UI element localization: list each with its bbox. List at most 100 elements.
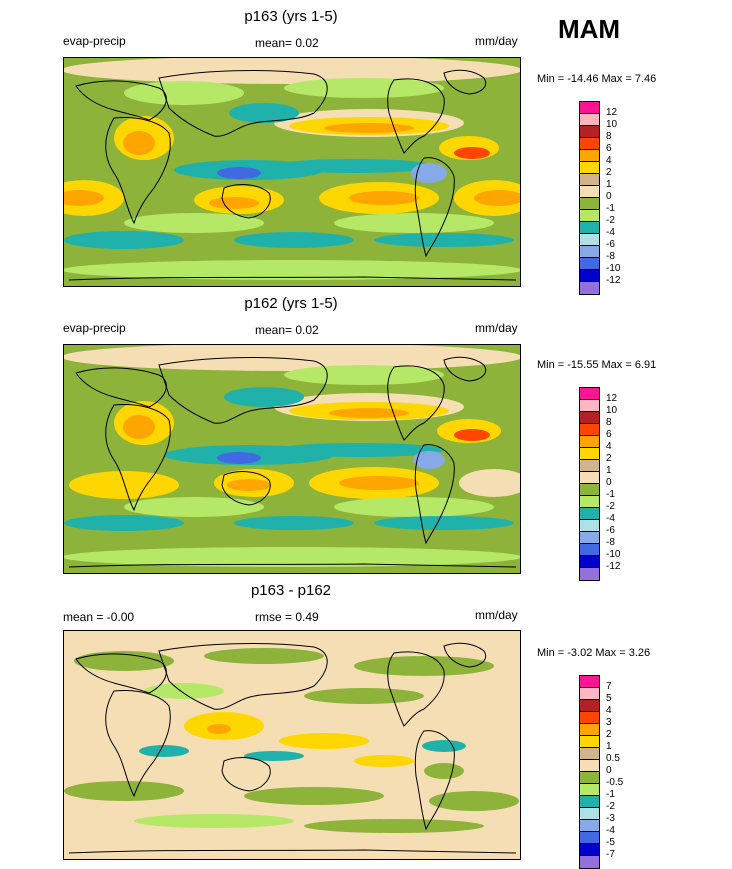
colorbar-swatch [580, 198, 599, 210]
colorbar-label: 10 [606, 405, 618, 416]
colorbar-label: 1 [606, 465, 612, 476]
colorbar-swatch [580, 138, 599, 150]
colorbar-swatch [580, 246, 599, 258]
colorbar-label: -5 [606, 837, 615, 848]
colorbar-label: 1 [606, 179, 612, 190]
colorbar-swatch [580, 784, 599, 796]
colorbar-label: 4 [606, 441, 612, 452]
panel-3-title: p163 - p162 [250, 582, 332, 599]
colorbar-swatch [580, 114, 599, 126]
colorbar-swatch [580, 150, 599, 162]
colorbar-label: 0 [606, 191, 612, 202]
colorbar-label: -1 [606, 489, 615, 500]
panel-3-left-label: mean = -0.00 [63, 610, 135, 624]
colorbar-swatch [580, 126, 599, 138]
colorbar-swatch [580, 556, 599, 568]
colorbar-label: -2 [606, 801, 615, 812]
colorbar-label: -4 [606, 825, 615, 836]
colorbar-swatch [580, 568, 599, 580]
colorbar-swatch [580, 282, 599, 294]
colorbar-swatch [580, 448, 599, 460]
colorbar-swatch [580, 820, 599, 832]
colorbar-swatch [580, 102, 599, 114]
panel-2-center-label: mean= 0.02 [255, 323, 319, 337]
colorbar-swatch [580, 796, 599, 808]
colorbar-label: -2 [606, 215, 615, 226]
colorbar-label: -4 [606, 227, 615, 238]
panel-1-title: p163 (yrs 1-5) [244, 8, 338, 25]
colorbar-swatch [580, 748, 599, 760]
colorbar-swatch [580, 712, 599, 724]
colorbar-swatch [580, 400, 599, 412]
colorbar-swatch [580, 270, 599, 282]
colorbar-swatch [580, 700, 599, 712]
colorbar-swatch [580, 544, 599, 556]
colorbar-label: 0.5 [606, 753, 620, 764]
panel-1-colorbar [579, 101, 600, 295]
colorbar-swatch [580, 186, 599, 198]
colorbar-swatch [580, 484, 599, 496]
panel-2-colorbar-labels: 12 10 8 6 4 2 1 0 -1 -2 -4 -6 -8 -10 -12 [606, 393, 620, 573]
colorbar-label: 10 [606, 119, 618, 130]
panel-1-left-label: evap-precip [63, 34, 126, 48]
colorbar-label: 12 [606, 393, 618, 404]
colorbar-label: -12 [606, 275, 621, 286]
colorbar-swatch [580, 162, 599, 174]
colorbar-label: 6 [606, 143, 612, 154]
colorbar-swatch [580, 436, 599, 448]
panel-3-map [63, 630, 521, 860]
colorbar-swatch [580, 688, 599, 700]
season-label: MAM [558, 14, 621, 44]
colorbar-label: 8 [606, 131, 612, 142]
colorbar-swatch [580, 210, 599, 222]
panel-2-map [63, 344, 521, 574]
panel-3-colorbar [579, 675, 600, 869]
colorbar-label: -6 [606, 525, 615, 536]
panel-1-map [63, 57, 521, 287]
colorbar-label: -3 [606, 813, 615, 824]
colorbar-label: 2 [606, 729, 612, 740]
panel-3-center-label: rmse = 0.49 [255, 610, 319, 624]
colorbar-swatch [580, 258, 599, 270]
colorbar-label: -2 [606, 501, 615, 512]
colorbar-label: -4 [606, 513, 615, 524]
colorbar-label: -12 [606, 561, 621, 572]
colorbar-label: -7 [606, 849, 615, 860]
colorbar-label: 8 [606, 417, 612, 428]
colorbar-swatch [580, 508, 599, 520]
colorbar-swatch [580, 424, 599, 436]
colorbar-swatch [580, 412, 599, 424]
colorbar-label: 2 [606, 167, 612, 178]
colorbar-swatch [580, 520, 599, 532]
panel-1-units: mm/day [475, 34, 518, 48]
colorbar-label: -6 [606, 239, 615, 250]
colorbar-swatch [580, 174, 599, 186]
colorbar-swatch [580, 532, 599, 544]
colorbar-label: -10 [606, 549, 621, 560]
colorbar-label: 12 [606, 107, 618, 118]
colorbar-swatch [580, 222, 599, 234]
colorbar-label: 6 [606, 429, 612, 440]
colorbar-swatch [580, 676, 599, 688]
panel-2-title: p162 (yrs 1-5) [244, 295, 338, 312]
colorbar-swatch [580, 856, 599, 868]
colorbar-label: 0 [606, 477, 612, 488]
colorbar-swatch [580, 460, 599, 472]
panel-2-units: mm/day [475, 321, 518, 335]
colorbar-label: -8 [606, 537, 615, 548]
colorbar-label: 7 [606, 681, 612, 692]
panel-3-minmax: Min = -3.02 Max = 3.26 [537, 647, 651, 659]
colorbar-label: -1 [606, 203, 615, 214]
panel-2-minmax: Min = -15.55 Max = 6.91 [537, 359, 657, 371]
colorbar-swatch [580, 760, 599, 772]
colorbar-swatch [580, 772, 599, 784]
colorbar-swatch [580, 844, 599, 856]
colorbar-swatch [580, 388, 599, 400]
panel-3-units: mm/day [475, 608, 518, 622]
colorbar-label: -8 [606, 251, 615, 262]
colorbar-swatch [580, 472, 599, 484]
panel-3-colorbar-labels: 7 5 4 3 2 1 0.5 0 -0.5 -1 -2 -3 -4 -5 -7 [606, 681, 623, 861]
colorbar-label: 4 [606, 155, 612, 166]
colorbar-label: 4 [606, 705, 612, 716]
colorbar-label: -1 [606, 789, 615, 800]
